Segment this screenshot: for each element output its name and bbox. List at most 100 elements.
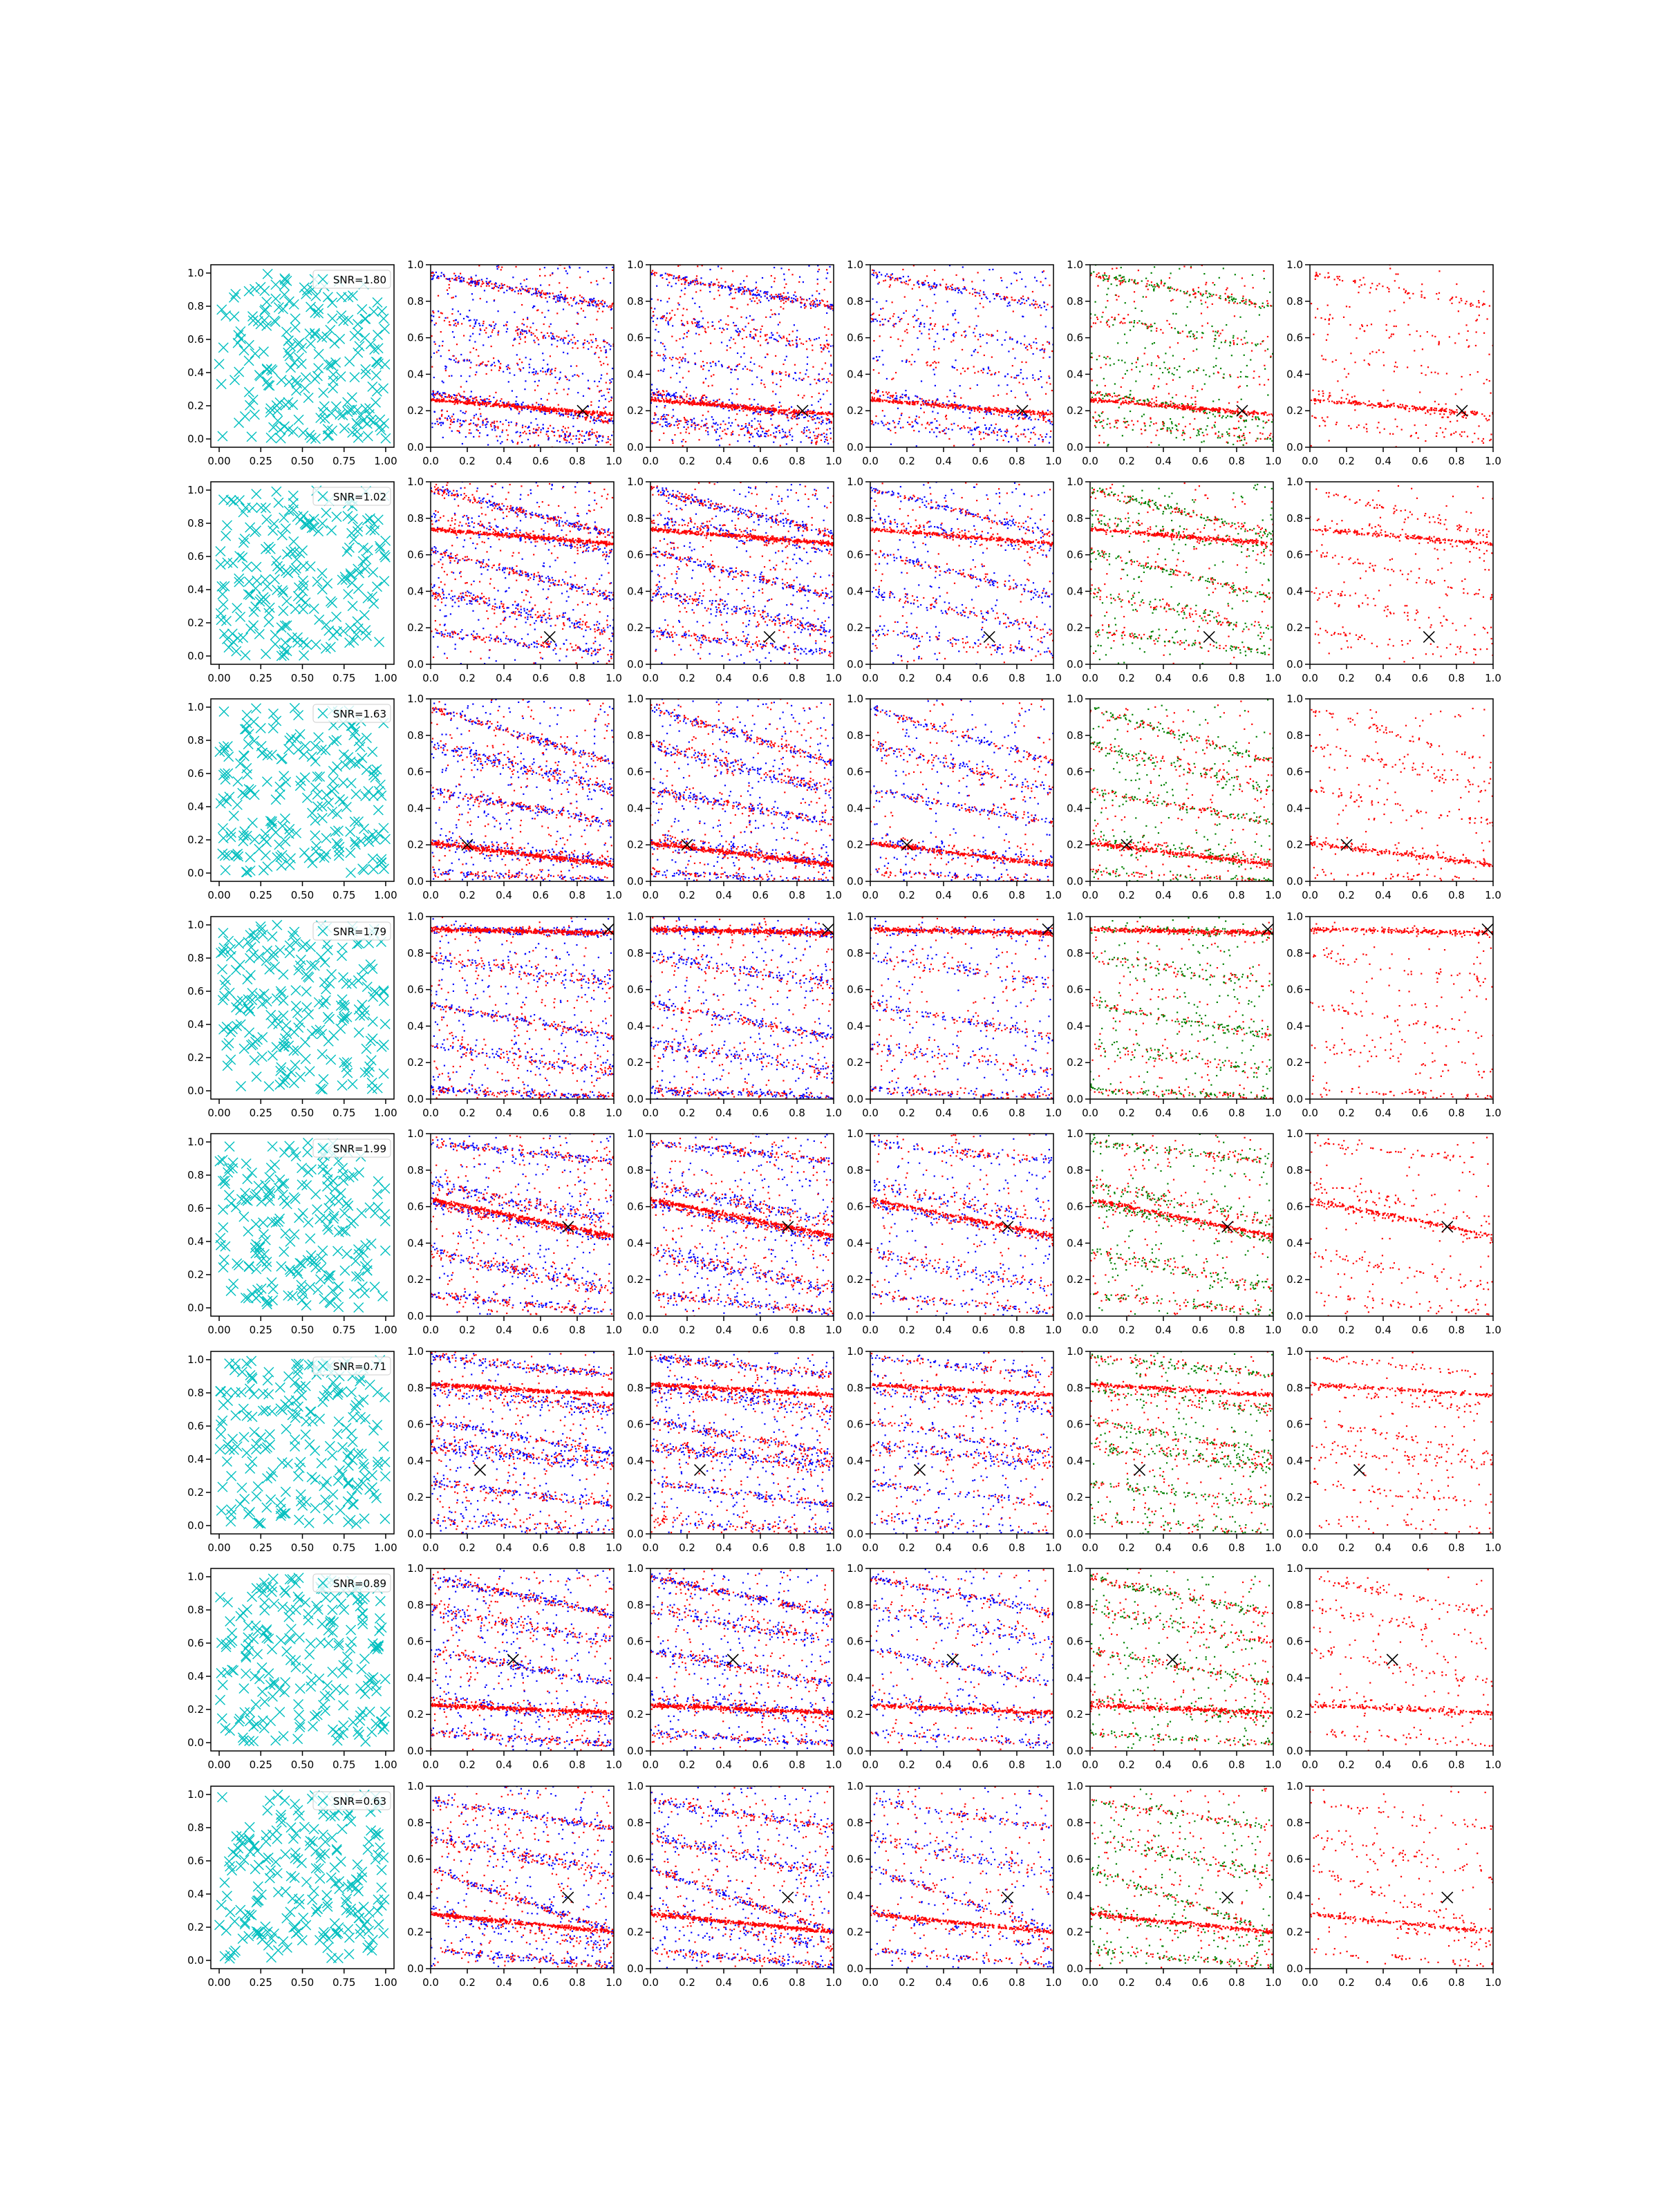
scatter-point (590, 415, 592, 418)
scatter-point (735, 369, 737, 371)
scatter-point (523, 330, 525, 332)
scatter-point (600, 301, 602, 303)
scatter-point (449, 278, 451, 280)
scatter-point (801, 411, 803, 413)
scatter-point (790, 301, 792, 303)
scatter-point (872, 421, 874, 423)
scatter-point (553, 406, 555, 409)
scatter-point (656, 394, 658, 397)
scatter-point (731, 393, 733, 395)
scatter-point (701, 325, 704, 328)
scatter-point (478, 322, 480, 325)
scatter-point (943, 338, 946, 340)
scatter-point (524, 290, 527, 292)
scatter-point (568, 441, 570, 443)
scatter-point (438, 400, 441, 402)
scatter-point (741, 428, 743, 431)
scatter-point (1025, 299, 1028, 302)
scatter-point (606, 388, 608, 390)
scatter-point (588, 433, 590, 435)
scatter-point (827, 344, 830, 346)
scatter-point (655, 398, 657, 401)
scatter-point (905, 394, 907, 396)
scatter-point (440, 424, 442, 427)
scatter-point (466, 359, 468, 361)
scatter-point (469, 399, 471, 401)
scatter-point (523, 406, 525, 408)
scatter-point (1042, 439, 1044, 441)
scatter-point (470, 280, 472, 282)
scatter-point (521, 288, 523, 290)
scatter-point (901, 317, 903, 320)
scatter-point (566, 297, 568, 299)
scatter-point (912, 316, 915, 318)
scatter-point (459, 279, 462, 282)
scatter-point (987, 407, 989, 409)
scatter-point (991, 373, 993, 375)
scatter-point (821, 433, 823, 435)
scatter-point (596, 418, 598, 420)
scatter-point (735, 405, 738, 407)
scatter-point (922, 400, 924, 402)
scatter-point (608, 344, 610, 346)
scatter-point (935, 366, 937, 368)
scatter-point (525, 406, 527, 408)
scatter-point (908, 360, 910, 363)
scatter-point (514, 405, 517, 407)
scatter-point (545, 292, 547, 294)
scatter-point (809, 304, 812, 307)
scatter-point (664, 345, 666, 348)
scatter-point (559, 297, 561, 300)
scatter-point (522, 406, 524, 409)
scatter-point (672, 442, 674, 444)
scatter-point (497, 427, 499, 429)
scatter-point (888, 391, 890, 393)
scatter-point (587, 413, 589, 415)
scatter-point (527, 406, 529, 409)
scatter-point (610, 345, 612, 347)
scatter-point (461, 424, 463, 426)
scatter-point (934, 404, 936, 406)
scatter-point (696, 321, 698, 323)
scatter-point (756, 302, 758, 304)
scatter-point (671, 402, 673, 404)
scatter-point (229, 311, 240, 322)
scatter-point (684, 358, 686, 360)
scatter-point (735, 292, 737, 294)
scatter-point (1040, 314, 1042, 317)
scatter-point (258, 346, 269, 357)
scatter-point (458, 394, 461, 396)
scatter-point (221, 310, 232, 321)
scatter-point (1021, 301, 1023, 304)
scatter-point (259, 315, 270, 326)
scatter-point (990, 374, 992, 376)
scatter-point (777, 425, 779, 427)
scatter-point (722, 328, 724, 330)
scatter-point (1027, 348, 1029, 351)
scatter-point (695, 291, 697, 293)
scatter-point (1018, 435, 1020, 438)
scatter-point (303, 393, 314, 404)
scatter-point (542, 405, 544, 408)
scatter-point (805, 373, 807, 375)
scatter-point (997, 384, 1000, 386)
scatter-point (1015, 433, 1017, 435)
scatter-point (682, 277, 684, 279)
scatter-point (831, 334, 833, 336)
scatter-point (814, 418, 816, 420)
scatter-point (465, 400, 468, 402)
scatter-point (564, 436, 566, 438)
scatter-point (983, 293, 985, 296)
scatter-point (901, 402, 903, 404)
scatter-point (740, 404, 742, 406)
scatter-point (996, 409, 998, 412)
scatter-point (1027, 297, 1029, 299)
scatter-point (588, 303, 590, 305)
scatter-point (431, 279, 433, 281)
scatter-point (511, 405, 514, 408)
scatter-point (681, 324, 683, 326)
scatter-point (800, 441, 802, 443)
scatter-point (558, 413, 560, 415)
scatter-point (1020, 433, 1022, 435)
scatter-point (782, 412, 785, 414)
